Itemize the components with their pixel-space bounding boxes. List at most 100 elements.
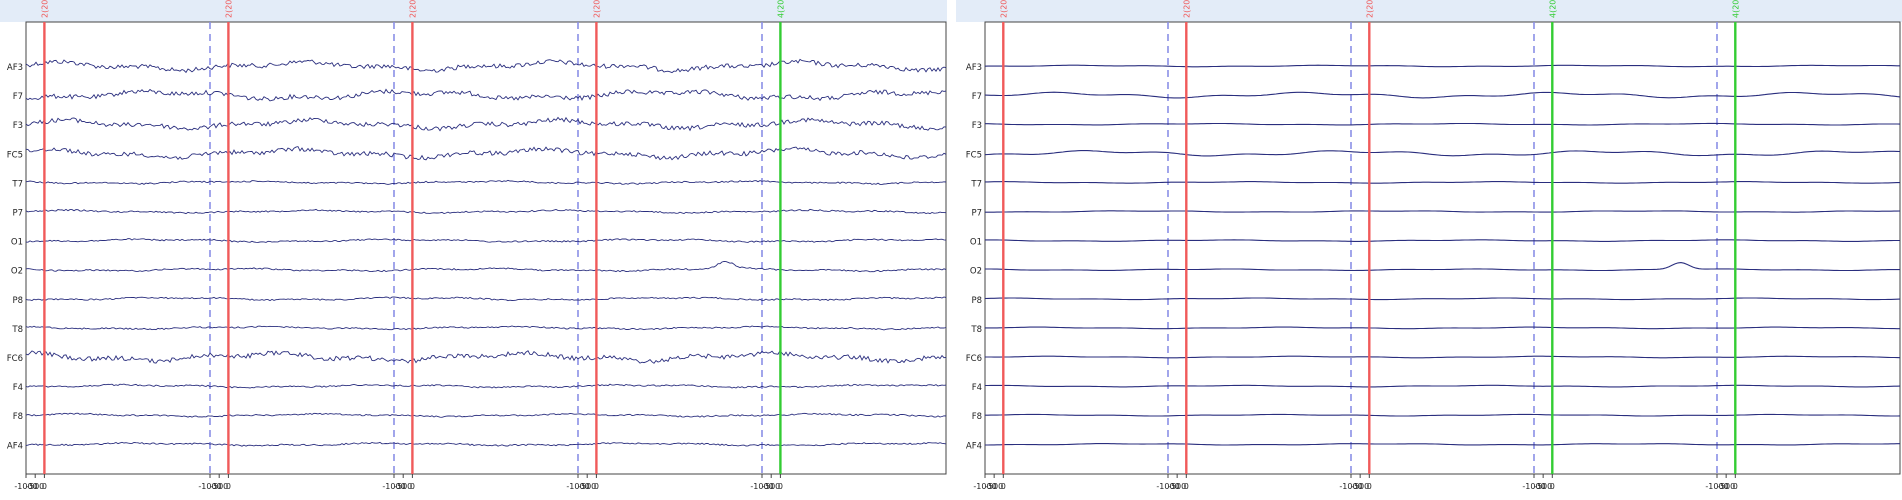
channel-label: FC5 bbox=[966, 150, 982, 160]
event-marker-label: 2(20) bbox=[408, 0, 417, 18]
axis-tick-label: -500 bbox=[578, 482, 596, 491]
event-marker-label: 4(20) bbox=[1548, 0, 1557, 18]
axis-tick-label: 0 bbox=[42, 482, 47, 491]
eeg-trace bbox=[25, 238, 947, 243]
axis-tick-label: 0 bbox=[1001, 482, 1006, 491]
axis-tick-label: 0 bbox=[410, 482, 415, 491]
channel-label: O1 bbox=[11, 238, 23, 248]
channel-label: AF3 bbox=[7, 63, 23, 73]
eeg-trace bbox=[984, 297, 1901, 301]
channel-label: F3 bbox=[972, 121, 982, 131]
channel-label: F8 bbox=[13, 412, 23, 422]
event-marker-label: 2(20) bbox=[999, 0, 1008, 18]
eeg-trace bbox=[985, 210, 1901, 213]
eeg-trace bbox=[25, 441, 947, 447]
channel-label: F8 bbox=[972, 412, 982, 422]
channel-label: F7 bbox=[13, 92, 23, 102]
axis-tick-label: -1000 bbox=[198, 482, 221, 491]
axis-tick-label: -1000 bbox=[566, 482, 589, 491]
axis-tick-label: 0 bbox=[594, 482, 599, 491]
channel-label: T7 bbox=[970, 179, 982, 189]
channel-label: T7 bbox=[11, 179, 23, 189]
axis-tick-label: -1000 bbox=[1339, 482, 1362, 491]
eeg-trace bbox=[985, 443, 1900, 446]
axis-tick-label: -1000 bbox=[750, 482, 773, 491]
eeg-trace bbox=[25, 88, 947, 102]
eeg-trace bbox=[25, 325, 947, 331]
axis-tick-label: -500 bbox=[1351, 482, 1369, 491]
channel-label: F3 bbox=[13, 121, 23, 131]
axis-tick-label: 0 bbox=[1184, 482, 1189, 491]
axis-tick-label: 0 bbox=[1550, 482, 1555, 491]
eeg-trace bbox=[984, 150, 1901, 157]
event-marker-label: 2(20) bbox=[40, 0, 49, 18]
axis-tick-label: 0 bbox=[778, 482, 783, 491]
filtered-eeg-panel: AF3 F7 F3 FC5 T7 P7 O1 O2 P8 T8 FC6 F4 F8 AF4 2(20) 2(2… bbox=[956, 0, 1902, 491]
eeg-trace bbox=[984, 64, 1900, 68]
event-marker-label: 4(20) bbox=[776, 0, 785, 18]
event-marker-label: 4(20) bbox=[1731, 0, 1740, 18]
eeg-trace bbox=[985, 326, 1900, 330]
channel-label: F4 bbox=[13, 383, 23, 393]
axis-tick-label: -500 bbox=[26, 482, 44, 491]
eeg-trace bbox=[985, 355, 1901, 359]
raw-eeg-panel: AF3 F7 F3 FC5 T7 P7 O1 O2 P8 T8 FC6 F4 F8 AF4 2(20) 2(2… bbox=[0, 0, 947, 491]
event-marker-label: 2(20) bbox=[1182, 0, 1191, 18]
channel-label: FC6 bbox=[966, 354, 982, 364]
channel-label: O2 bbox=[11, 267, 23, 277]
channel-label: T8 bbox=[970, 325, 982, 335]
eeg-trace bbox=[985, 384, 1901, 388]
eeg-trace bbox=[25, 383, 947, 389]
channel-label: P7 bbox=[12, 209, 23, 219]
channel-label: O2 bbox=[970, 267, 982, 277]
axis-tick-label: -1000 bbox=[973, 482, 996, 491]
channel-label: F7 bbox=[972, 92, 982, 102]
event-marker-label: 2(20) bbox=[592, 0, 601, 18]
eeg-trace bbox=[25, 296, 947, 302]
event-marker-label: 2(20) bbox=[224, 0, 233, 18]
eeg-trace bbox=[25, 146, 947, 161]
axis-tick-label: 0 bbox=[1733, 482, 1738, 491]
channel-label: P8 bbox=[12, 296, 23, 306]
axis-tick-label: -1000 bbox=[1522, 482, 1545, 491]
axis-tick-label: -1000 bbox=[1705, 482, 1728, 491]
event-marker-label: 2(20) bbox=[1365, 0, 1374, 18]
eeg-trace bbox=[985, 413, 1901, 417]
eeg-trace bbox=[25, 350, 947, 364]
eeg-trace bbox=[25, 58, 947, 74]
eeg-trace bbox=[25, 260, 947, 273]
channel-label: P7 bbox=[971, 209, 982, 219]
channel-label: T8 bbox=[11, 325, 23, 335]
channel-label: FC6 bbox=[7, 354, 23, 364]
axis-tick-label: -1000 bbox=[14, 482, 37, 491]
axis-tick-label: -500 bbox=[1168, 482, 1186, 491]
axis-tick-label: 0 bbox=[226, 482, 231, 491]
eeg-trace bbox=[25, 412, 947, 418]
plot-area bbox=[984, 21, 1901, 475]
axis-tick-label: -500 bbox=[1534, 482, 1552, 491]
channel-label: AF4 bbox=[7, 441, 23, 451]
eeg-trace bbox=[25, 116, 947, 132]
plot-area bbox=[25, 21, 947, 475]
axis-tick-label: -1000 bbox=[1156, 482, 1179, 491]
axis-tick-label: -500 bbox=[1717, 482, 1735, 491]
axis-tick-label: -500 bbox=[762, 482, 780, 491]
channel-label: P8 bbox=[971, 296, 982, 306]
axis-tick-label: -500 bbox=[985, 482, 1003, 491]
channel-label: FC5 bbox=[7, 150, 23, 160]
panel-header-band bbox=[0, 0, 947, 22]
axis-tick-label: -500 bbox=[394, 482, 412, 491]
eeg-trace bbox=[985, 122, 1901, 126]
axis-tick-label: -500 bbox=[210, 482, 228, 491]
eeg-trace bbox=[984, 91, 1901, 99]
eeg-trace bbox=[985, 239, 1900, 242]
eeg-trace bbox=[25, 179, 947, 185]
eeg-trace bbox=[25, 208, 947, 215]
channel-label: AF4 bbox=[966, 441, 982, 451]
axis-tick-label: 0 bbox=[1367, 482, 1372, 491]
channel-label: F4 bbox=[972, 383, 982, 393]
panel-header-band bbox=[956, 0, 1902, 22]
axis-tick-label: -1000 bbox=[382, 482, 405, 491]
channel-label: AF3 bbox=[966, 63, 982, 73]
